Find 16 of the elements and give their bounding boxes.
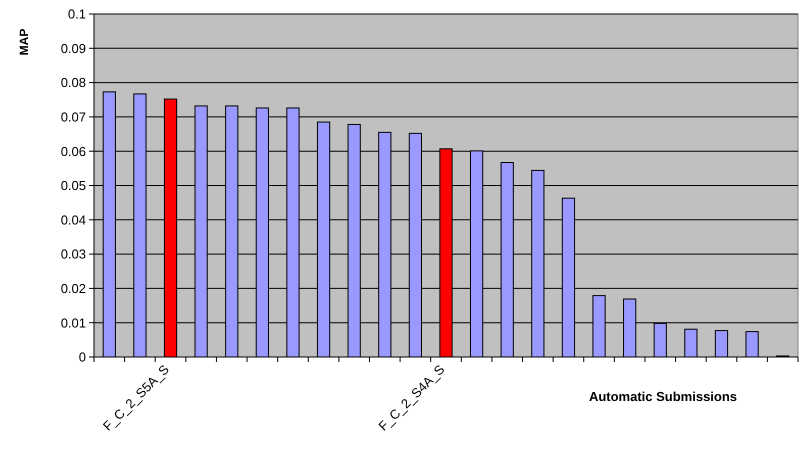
bar — [745, 331, 759, 358]
y-axis-title: MAP — [17, 28, 31, 56]
y-tick-label: 0.05 — [60, 178, 86, 194]
bar — [684, 328, 698, 358]
y-tick-label: 0.1 — [68, 6, 86, 22]
y-tick-label: 0.02 — [60, 280, 86, 296]
x-axis-title: Automatic Submissions — [588, 389, 738, 404]
y-tick-label: 0.03 — [60, 246, 86, 262]
y-tick-label: 0.07 — [60, 109, 86, 124]
y-tick-label: 0.08 — [60, 75, 86, 90]
y-tick-label: 0.06 — [60, 144, 86, 159]
y-tick-label: 0.04 — [60, 212, 86, 228]
y-tick-label: 0 — [78, 350, 86, 365]
y-tick-label: 0.09 — [60, 40, 86, 56]
bar — [714, 330, 728, 358]
y-tick-label: 0.01 — [60, 315, 86, 330]
